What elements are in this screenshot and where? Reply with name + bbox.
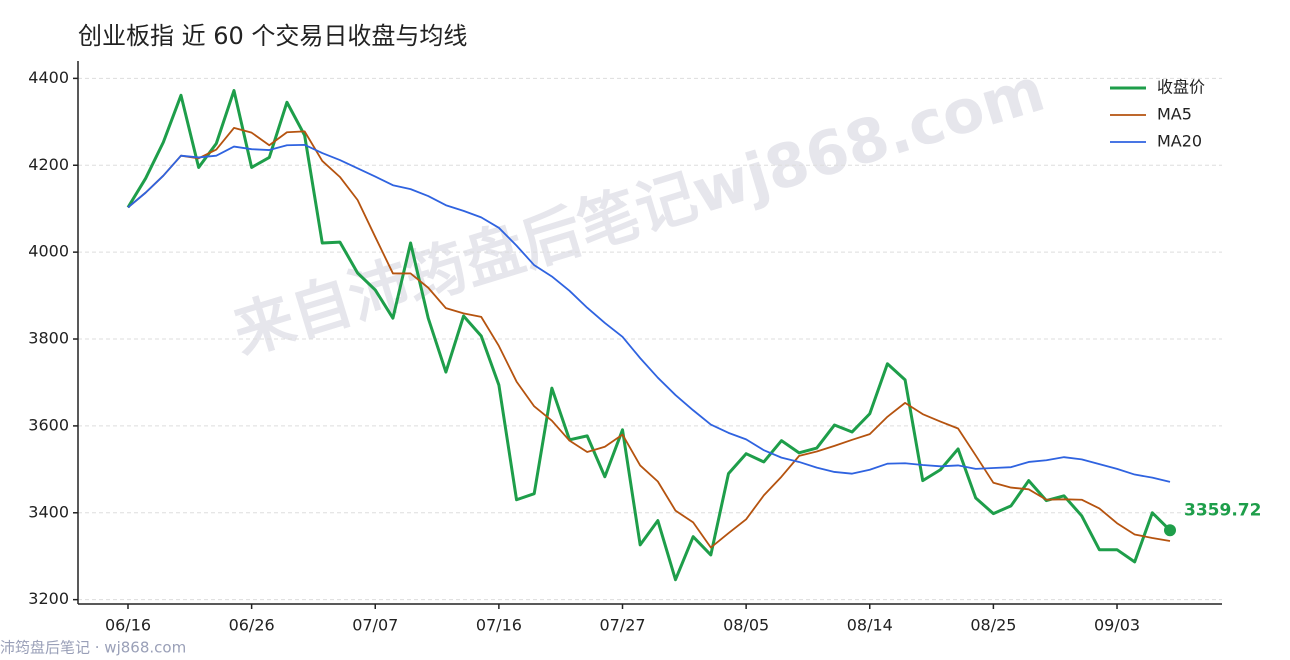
y-tick-label: 4400 <box>28 68 69 87</box>
legend-label: 收盘价 <box>1157 78 1205 97</box>
x-tick-label: 08/25 <box>970 616 1016 635</box>
y-tick-label: 3400 <box>28 502 69 521</box>
y-tick-label: 3200 <box>28 589 69 608</box>
footer: 沛筠盘后笔记 · wj868.com <box>0 639 186 657</box>
x-tick-label: 06/16 <box>105 616 151 635</box>
x-tick-label: 07/16 <box>476 616 522 635</box>
x-tick-label: 07/27 <box>599 616 645 635</box>
series-line <box>127 143 1171 483</box>
x-tick-label: 06/26 <box>229 616 275 635</box>
last-value-label: 3359.72 <box>1184 500 1261 520</box>
series-line <box>127 126 1171 549</box>
x-tick-label: 07/07 <box>352 616 398 635</box>
watermark: 来自沛筠盘后笔记wj868.com <box>226 55 1053 369</box>
y-tick-label: 3800 <box>28 329 69 348</box>
y-tick-label: 3600 <box>28 415 69 434</box>
chart-title: 创业板指 近 60 个交易日收盘与均线 <box>78 22 467 50</box>
x-tick-label: 08/14 <box>847 616 893 635</box>
legend-label: MA5 <box>1157 105 1192 124</box>
series-line <box>126 89 1172 582</box>
y-tick-label: 4000 <box>28 242 69 261</box>
x-tick-label: 09/03 <box>1094 616 1140 635</box>
legend-label: MA20 <box>1157 132 1202 151</box>
last-point <box>1164 524 1176 537</box>
y-tick-label: 4200 <box>28 155 69 174</box>
x-tick-label: 08/05 <box>723 616 769 635</box>
